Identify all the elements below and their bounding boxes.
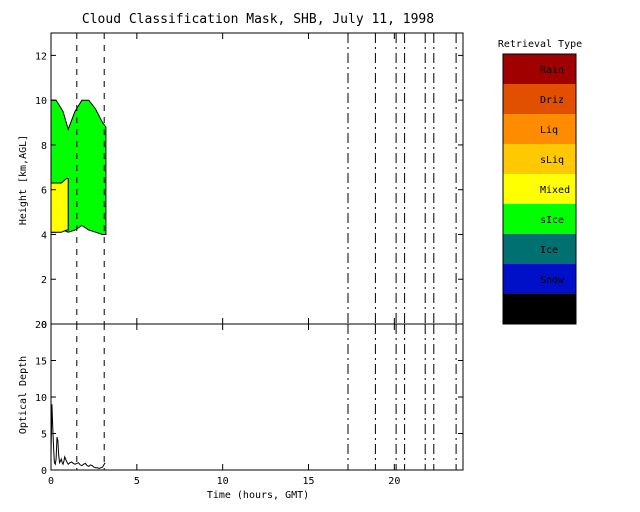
top-y-tick-label: 10 — [35, 96, 47, 107]
bottom-y-tick-label: 20 — [35, 320, 47, 331]
legend-swatch-driz — [503, 84, 576, 114]
legend-title: Retrieval Type — [498, 39, 582, 50]
top-y-tick-label: 2 — [41, 275, 47, 286]
bottom-reference-lines — [76, 324, 457, 470]
legend-label-rain: Rain — [540, 65, 564, 76]
legend-label-sliq: sLiq — [540, 155, 564, 166]
bottom-y-ticks: 0 5 10 15 20 — [35, 320, 463, 477]
x-tick-label: 15 — [302, 476, 314, 487]
top-y-tick-label: 8 — [41, 141, 47, 152]
legend-swatch-rain — [503, 54, 576, 84]
x-tick-label: 10 — [217, 476, 229, 487]
legend-swatch-snow — [503, 264, 576, 294]
legend-label-snow: Snow — [540, 275, 565, 286]
top-y-tick-label: 12 — [35, 51, 47, 62]
bottom-plot-frame — [50, 323, 464, 471]
legend-swatch-liq — [503, 114, 576, 144]
legend-label-sice: sIce — [540, 215, 564, 226]
bottom-y-tick-label: 0 — [41, 466, 47, 477]
top-y-tick-label: 6 — [41, 186, 47, 197]
top-plot-frame — [50, 32, 464, 325]
legend-label-uncrt: Uncrt — [540, 305, 570, 316]
legend-swatch-sliq — [503, 144, 576, 174]
optical-depth-line — [50, 404, 106, 470]
top-reference-lines — [76, 33, 457, 324]
bottom-y-axis-label: Optical Depth — [18, 356, 29, 434]
legend: Retrieval Type Rain Driz Liq sLiq Mixed sIce I… — [498, 39, 582, 325]
region-mixed — [50, 178, 69, 233]
legend-swatch-mixed — [503, 174, 576, 204]
legend-label-driz: Driz — [540, 95, 564, 106]
legend-frame — [502, 53, 577, 325]
legend-label-mixed: Mixed — [540, 185, 570, 196]
bottom-y-tick-label: 15 — [35, 357, 47, 368]
x-axis-label: Time (hours, GMT) — [207, 490, 309, 501]
legend-swatch-uncrt — [503, 294, 576, 324]
legend-label-ice: Ice — [540, 245, 558, 256]
x-tick-label: 0 — [48, 476, 54, 487]
cloud-mask-regions — [50, 99, 107, 235]
legend-swatch-ice — [503, 234, 576, 264]
top-plot-panel: 0 2 4 6 8 10 12 Height [km,AGL] — [18, 33, 463, 331]
x-tick-label: 20 — [388, 476, 400, 487]
top-y-tick-label: 4 — [41, 230, 47, 241]
legend-swatch-sice — [503, 204, 576, 234]
x-tick-label: 5 — [134, 476, 140, 487]
top-y-tick-label: 0 — [41, 320, 47, 331]
top-y-axis-label: Height [km,AGL] — [18, 135, 29, 225]
chart-title: Cloud Classification Mask, SHB, July 11,… — [82, 12, 434, 27]
bottom-y-tick-label: 10 — [35, 393, 47, 404]
legend-label-liq: Liq — [540, 125, 558, 136]
bottom-y-tick-label: 5 — [41, 430, 47, 441]
